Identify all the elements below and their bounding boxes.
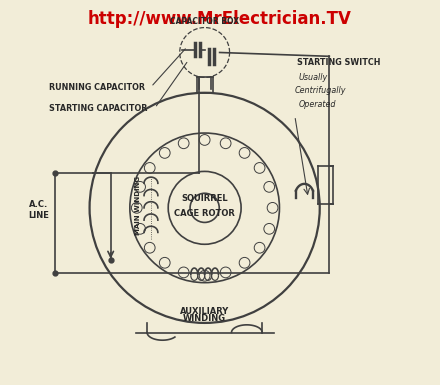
Text: Operated: Operated bbox=[299, 100, 336, 109]
Text: CAGE ROTOR: CAGE ROTOR bbox=[174, 209, 235, 218]
Text: WINDING: WINDING bbox=[183, 315, 226, 323]
Text: CAPACITOR BOX: CAPACITOR BOX bbox=[170, 17, 239, 26]
Text: STARTING SWITCH: STARTING SWITCH bbox=[297, 58, 380, 67]
Text: STARTING CAPACITOR: STARTING CAPACITOR bbox=[49, 104, 148, 112]
Text: http://www.MrElectrician.TV: http://www.MrElectrician.TV bbox=[88, 10, 352, 28]
Text: RUNNING CAPACITOR: RUNNING CAPACITOR bbox=[49, 82, 145, 92]
Text: MAIN WINDING: MAIN WINDING bbox=[135, 176, 141, 236]
Text: A.C.: A.C. bbox=[29, 199, 48, 209]
Text: Usually: Usually bbox=[299, 73, 328, 82]
Text: AUXILIARY: AUXILIARY bbox=[180, 307, 229, 316]
Text: Centrifugally: Centrifugally bbox=[295, 86, 346, 95]
Text: LINE: LINE bbox=[29, 211, 49, 220]
Text: SQUIRREL: SQUIRREL bbox=[181, 194, 228, 203]
